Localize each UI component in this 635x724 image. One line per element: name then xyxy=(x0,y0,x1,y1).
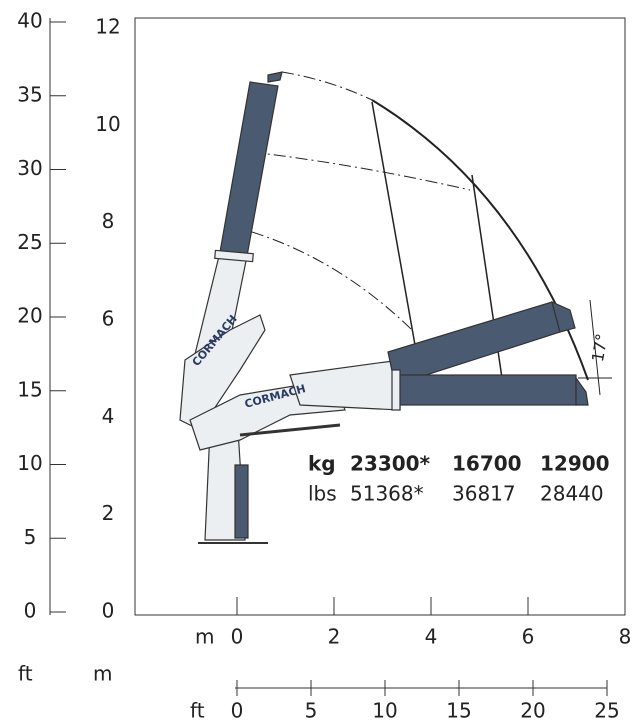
ft-tick-label: 40 xyxy=(17,9,42,33)
m-tick-label: 10 xyxy=(95,112,120,136)
ft-tick-label: 25 xyxy=(17,230,42,254)
ft-tick-label: 10 xyxy=(372,699,397,723)
capacity-cell: 36817 xyxy=(452,482,516,506)
ft-tick-label: 15 xyxy=(17,377,42,401)
m-tick-label: 6 xyxy=(102,307,115,331)
capacity-cell: 12900 xyxy=(540,452,610,476)
m-tick-label: 12 xyxy=(95,15,120,39)
ft-tick-label: 10 xyxy=(17,451,42,475)
m-tick-label: 2 xyxy=(102,501,115,525)
capacity-cell: 51368* xyxy=(350,482,424,506)
capacity-cell: 16700 xyxy=(452,452,522,476)
m-tick-label: 8 xyxy=(619,625,632,649)
ft-tick-label: 0 xyxy=(24,599,37,623)
envelope xyxy=(251,71,612,396)
unit-label: ft xyxy=(18,662,33,686)
capacity-cell: 23300* xyxy=(350,452,431,476)
ft-tick-label: 20 xyxy=(17,304,42,328)
ft-tick-label: 5 xyxy=(305,699,318,723)
m-tick-label: 0 xyxy=(102,599,115,623)
ft-tick-label: 25 xyxy=(594,699,619,723)
m-tick-label: 4 xyxy=(425,625,438,649)
ft-tick-label: 35 xyxy=(17,82,42,106)
ft-tick-label: 5 xyxy=(24,525,37,549)
ft-tick-label: 30 xyxy=(17,156,42,180)
frame xyxy=(134,17,626,616)
m-tick-label: 4 xyxy=(102,404,115,428)
m-tick-label: 6 xyxy=(522,625,535,649)
capacity-cell: 28440 xyxy=(540,482,604,506)
angle-label: 17° xyxy=(588,332,612,363)
ft-tick-label: 15 xyxy=(446,699,471,723)
unit-label: ft xyxy=(190,699,205,723)
m-tick-label: 0 xyxy=(231,625,244,649)
ft-tick-label: 0 xyxy=(231,699,244,723)
unit-label: m xyxy=(195,625,214,649)
crane xyxy=(179,71,589,544)
capacity-cell: kg xyxy=(308,452,336,476)
m-tick-label: 8 xyxy=(102,209,115,233)
ft-tick-label: 20 xyxy=(520,699,545,723)
capacity-cell: lbs xyxy=(308,482,337,506)
m-tick-label: 2 xyxy=(328,625,341,649)
unit-label: m xyxy=(93,662,112,686)
